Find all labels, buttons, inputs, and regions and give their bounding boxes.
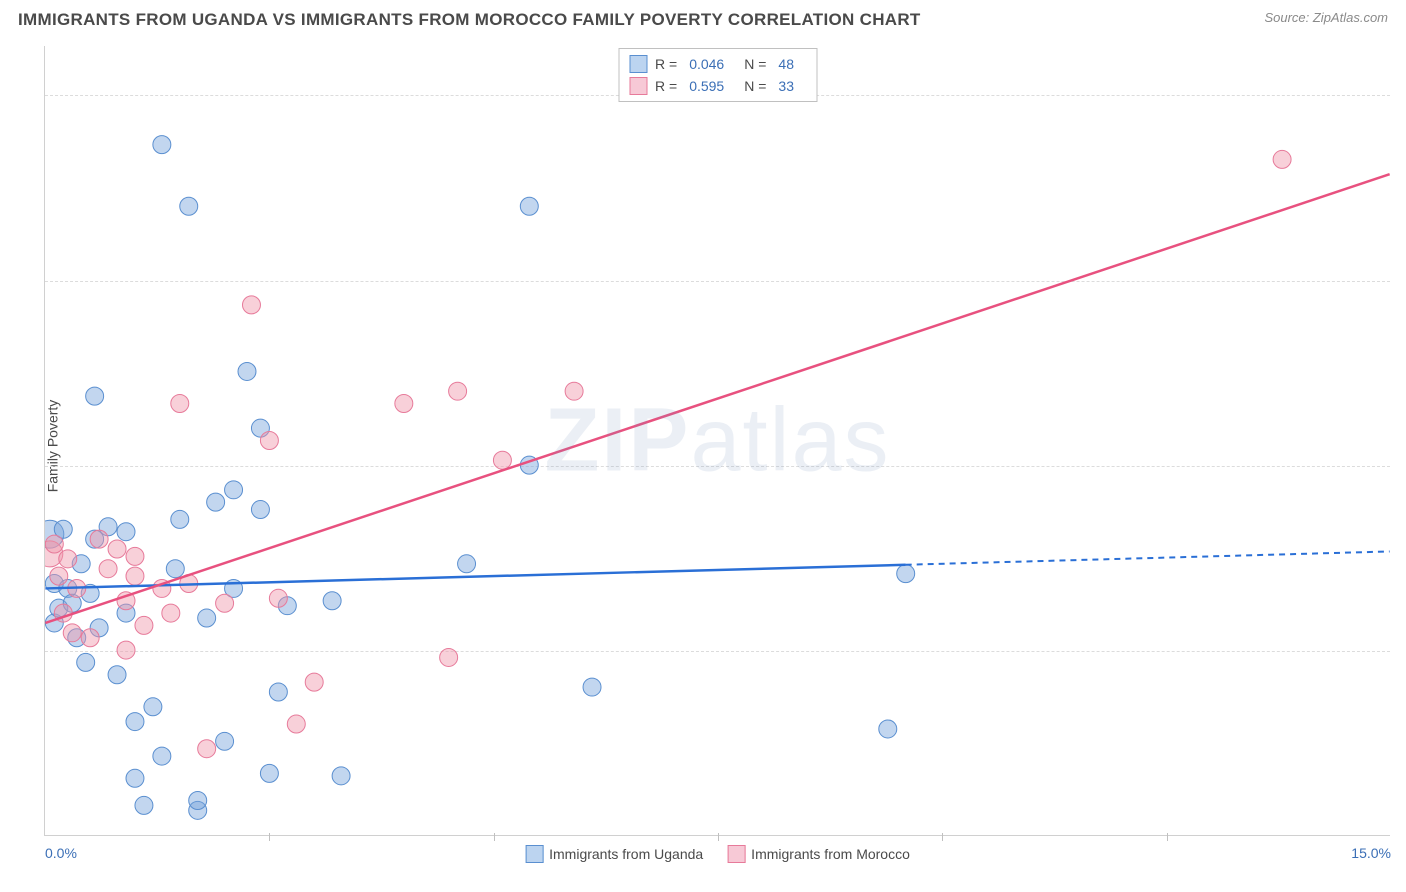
data-point xyxy=(305,673,323,691)
data-point xyxy=(520,197,538,215)
legend-swatch xyxy=(629,55,647,73)
data-point xyxy=(126,769,144,787)
data-point xyxy=(269,589,287,607)
data-point xyxy=(144,698,162,716)
data-point xyxy=(117,523,135,541)
legend-item: Immigrants from Uganda xyxy=(525,845,703,863)
data-point xyxy=(126,713,144,731)
data-point xyxy=(897,565,915,583)
data-point xyxy=(135,796,153,814)
legend-r-label: R = xyxy=(655,78,677,94)
data-point xyxy=(260,764,278,782)
data-point xyxy=(126,567,144,585)
data-point xyxy=(81,629,99,647)
data-point xyxy=(135,616,153,634)
data-point xyxy=(251,501,269,519)
chart-source: Source: ZipAtlas.com xyxy=(1264,10,1388,25)
legend-n-value: 33 xyxy=(778,78,794,94)
data-point xyxy=(50,567,68,585)
data-point xyxy=(323,592,341,610)
data-point xyxy=(395,395,413,413)
data-point xyxy=(77,653,95,671)
data-point xyxy=(198,740,216,758)
data-point xyxy=(153,136,171,154)
data-point xyxy=(99,560,117,578)
data-point xyxy=(207,493,225,511)
data-point xyxy=(332,767,350,785)
data-point xyxy=(198,609,216,627)
x-tick-label: 0.0% xyxy=(45,845,77,861)
regression-line-dashed xyxy=(906,551,1390,564)
legend-series-name: Immigrants from Uganda xyxy=(549,846,703,862)
data-point xyxy=(583,678,601,696)
legend-n-label: N = xyxy=(744,56,766,72)
series-legend: Immigrants from Uganda Immigrants from M… xyxy=(525,845,910,863)
data-point xyxy=(216,732,234,750)
data-point xyxy=(90,530,108,548)
data-point xyxy=(879,720,897,738)
data-point xyxy=(1273,150,1291,168)
data-point xyxy=(180,197,198,215)
data-point xyxy=(238,362,256,380)
data-point xyxy=(458,555,476,573)
data-point xyxy=(86,387,104,405)
data-point xyxy=(108,666,126,684)
data-point xyxy=(117,641,135,659)
legend-r-value: 0.595 xyxy=(689,78,724,94)
scatter-plot-svg xyxy=(45,46,1390,835)
regression-line xyxy=(45,174,1389,623)
legend-row: R = 0.046 N = 48 xyxy=(629,53,806,75)
legend-n-label: N = xyxy=(744,78,766,94)
data-point xyxy=(166,560,184,578)
legend-swatch xyxy=(525,845,543,863)
legend-r-value: 0.046 xyxy=(689,56,724,72)
data-point xyxy=(493,451,511,469)
legend-swatch xyxy=(629,77,647,95)
chart-plot-area: ZIPatlas 7.5%15.0%22.5%30.0%0.0%15.0% R … xyxy=(44,46,1390,836)
x-tick-label: 15.0% xyxy=(1351,845,1391,861)
data-point xyxy=(171,510,189,528)
data-point xyxy=(287,715,305,733)
data-point xyxy=(63,624,81,642)
data-point xyxy=(449,382,467,400)
legend-n-value: 48 xyxy=(778,56,794,72)
legend-r-label: R = xyxy=(655,56,677,72)
data-point xyxy=(189,791,207,809)
data-point xyxy=(242,296,260,314)
data-point xyxy=(440,648,458,666)
data-point xyxy=(565,382,583,400)
legend-series-name: Immigrants from Morocco xyxy=(751,846,910,862)
chart-header: IMMIGRANTS FROM UGANDA VS IMMIGRANTS FRO… xyxy=(0,0,1406,34)
data-point xyxy=(45,535,63,553)
data-point xyxy=(269,683,287,701)
data-point xyxy=(162,604,180,622)
data-point xyxy=(59,550,77,568)
legend-row: R = 0.595 N = 33 xyxy=(629,75,806,97)
chart-title: IMMIGRANTS FROM UGANDA VS IMMIGRANTS FRO… xyxy=(18,10,921,30)
data-point xyxy=(126,547,144,565)
data-point xyxy=(171,395,189,413)
legend-swatch xyxy=(727,845,745,863)
data-point xyxy=(153,747,171,765)
data-point xyxy=(225,481,243,499)
correlation-legend: R = 0.046 N = 48 R = 0.595 N = 33 xyxy=(618,48,817,102)
data-point xyxy=(216,594,234,612)
data-point xyxy=(108,540,126,558)
legend-item: Immigrants from Morocco xyxy=(727,845,910,863)
data-point xyxy=(260,432,278,450)
